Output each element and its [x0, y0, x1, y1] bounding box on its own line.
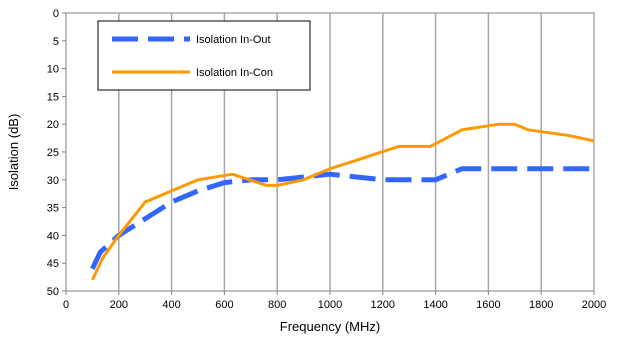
legend: Isolation In-Out Isolation In-Con — [97, 20, 311, 91]
x-tick-label-1400: 1400 — [423, 299, 447, 311]
y-tick-label-0: 0 — [53, 8, 59, 20]
legend-box — [97, 20, 311, 91]
y-tick-label-50: 50 — [47, 286, 59, 298]
y-tick-label-25: 25 — [47, 147, 59, 159]
x-tick-label-800: 800 — [268, 299, 286, 311]
x-tick-label-200: 200 — [110, 299, 128, 311]
x-axis-title: Frequency (MHz) — [280, 319, 380, 334]
x-tick-label-0: 0 — [63, 299, 69, 311]
y-tick-label-5: 5 — [53, 36, 59, 48]
y-tick-label-15: 15 — [47, 91, 59, 103]
y-tick-label-35: 35 — [47, 203, 59, 215]
y-tick-label-30: 30 — [47, 175, 59, 187]
y-tick-label-10: 10 — [47, 64, 59, 76]
x-tick-label-2000: 2000 — [582, 299, 606, 311]
legend-label-isolation-in-con: Isolation In-Con — [196, 67, 273, 79]
x-tick-label-400: 400 — [162, 299, 180, 311]
x-tick-label-1600: 1600 — [476, 299, 500, 311]
x-axis-ticks: 0 200 400 600 800 1000 1200 1400 1600 1800 2000 — [63, 291, 606, 311]
y-tick-label-40: 40 — [47, 230, 59, 242]
y-tick-label-45: 45 — [47, 258, 59, 270]
y-axis-ticks: 0 5 10 15 20 25 30 35 40 45 50 — [47, 8, 66, 298]
x-tick-label-600: 600 — [215, 299, 233, 311]
x-tick-label-1200: 1200 — [371, 299, 395, 311]
series-line-isolation-in-out — [90, 166, 594, 270]
legend-label-isolation-in-out: Isolation In-Out — [196, 34, 271, 46]
x-tick-label-1800: 1800 — [529, 299, 553, 311]
y-axis-title: Isolation (dB) — [6, 114, 21, 191]
series-layer — [90, 122, 595, 281]
x-tick-label-1000: 1000 — [318, 299, 342, 311]
series-line-isolation-in-con — [91, 122, 595, 281]
y-tick-label-20: 20 — [47, 119, 59, 131]
